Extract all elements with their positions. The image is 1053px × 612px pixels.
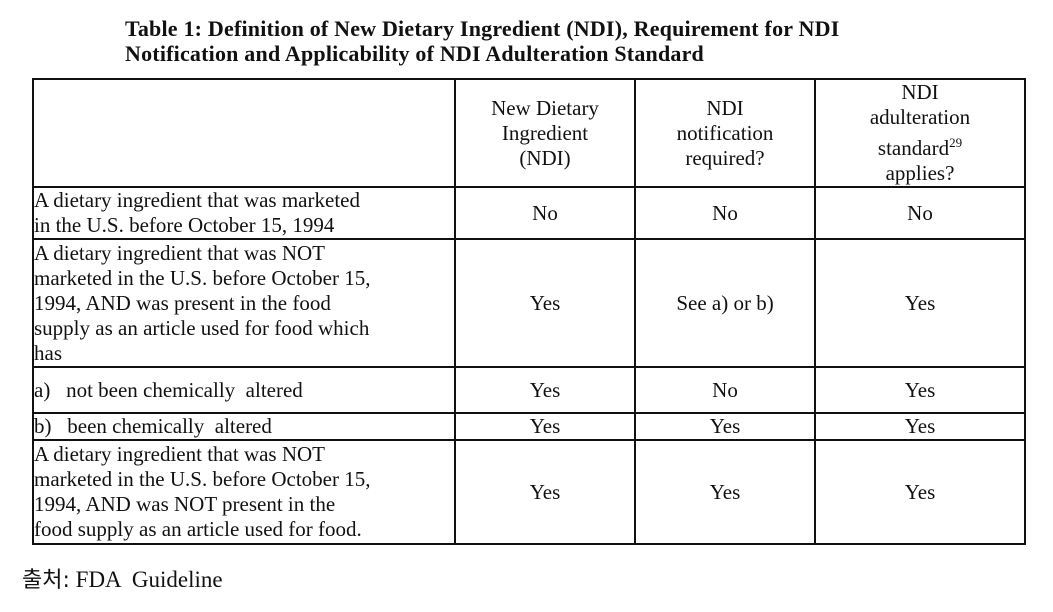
table-title: Table 1: Definition of New Dietary Ingre…	[125, 16, 1025, 66]
header-empty-cell	[32, 78, 456, 188]
cell-notification: See a) or b)	[634, 238, 816, 368]
cell-notification: No	[634, 366, 816, 414]
header-ndi: New Dietary Ingredient (NDI)	[454, 78, 636, 188]
table-header-row: New Dietary Ingredient (NDI) NDI notific…	[32, 78, 1026, 188]
source-label: 출처:	[22, 568, 70, 593]
table-row: A dietary ingredient that was NOT market…	[32, 238, 1026, 368]
cell-adulteration: No	[814, 186, 1026, 240]
footnote-superscript: 29	[949, 135, 963, 150]
header-adulteration: NDI adulteration standard29 applies?	[814, 78, 1026, 188]
title-line-1: Table 1: Definition of New Dietary Ingre…	[125, 16, 840, 41]
cell-notification: No	[634, 186, 816, 240]
cell-notification: Yes	[634, 439, 816, 545]
row-description: A dietary ingredient that was marketed i…	[32, 186, 456, 240]
table-row: b) been chemically altered Yes Yes Yes	[32, 412, 1026, 441]
source-note: 출처: FDA Guideline	[22, 566, 223, 595]
header-notification: NDI notification required?	[634, 78, 816, 188]
table-row: a) not been chemically altered Yes No Ye…	[32, 366, 1026, 414]
cell-notification: Yes	[634, 412, 816, 441]
cell-adulteration: Yes	[814, 366, 1026, 414]
cell-adulteration: Yes	[814, 412, 1026, 441]
cell-ndi: Yes	[454, 366, 636, 414]
row-description: A dietary ingredient that was NOT market…	[32, 238, 456, 368]
cell-ndi: Yes	[454, 439, 636, 545]
table-row: A dietary ingredient that was NOT market…	[32, 439, 1026, 545]
ndi-table: New Dietary Ingredient (NDI) NDI notific…	[32, 78, 1026, 545]
row-description: a) not been chemically altered	[32, 366, 456, 414]
source-text: FDA Guideline	[75, 567, 223, 592]
table-row: A dietary ingredient that was marketed i…	[32, 186, 1026, 240]
cell-adulteration: Yes	[814, 238, 1026, 368]
cell-ndi: Yes	[454, 238, 636, 368]
title-line-2: Notification and Applicability of NDI Ad…	[125, 41, 704, 66]
cell-ndi: Yes	[454, 412, 636, 441]
header-standard-text: standard	[877, 136, 950, 160]
row-description: A dietary ingredient that was NOT market…	[32, 439, 456, 545]
cell-adulteration: Yes	[814, 439, 1026, 545]
cell-ndi: No	[454, 186, 636, 240]
row-description: b) been chemically altered	[32, 412, 456, 441]
